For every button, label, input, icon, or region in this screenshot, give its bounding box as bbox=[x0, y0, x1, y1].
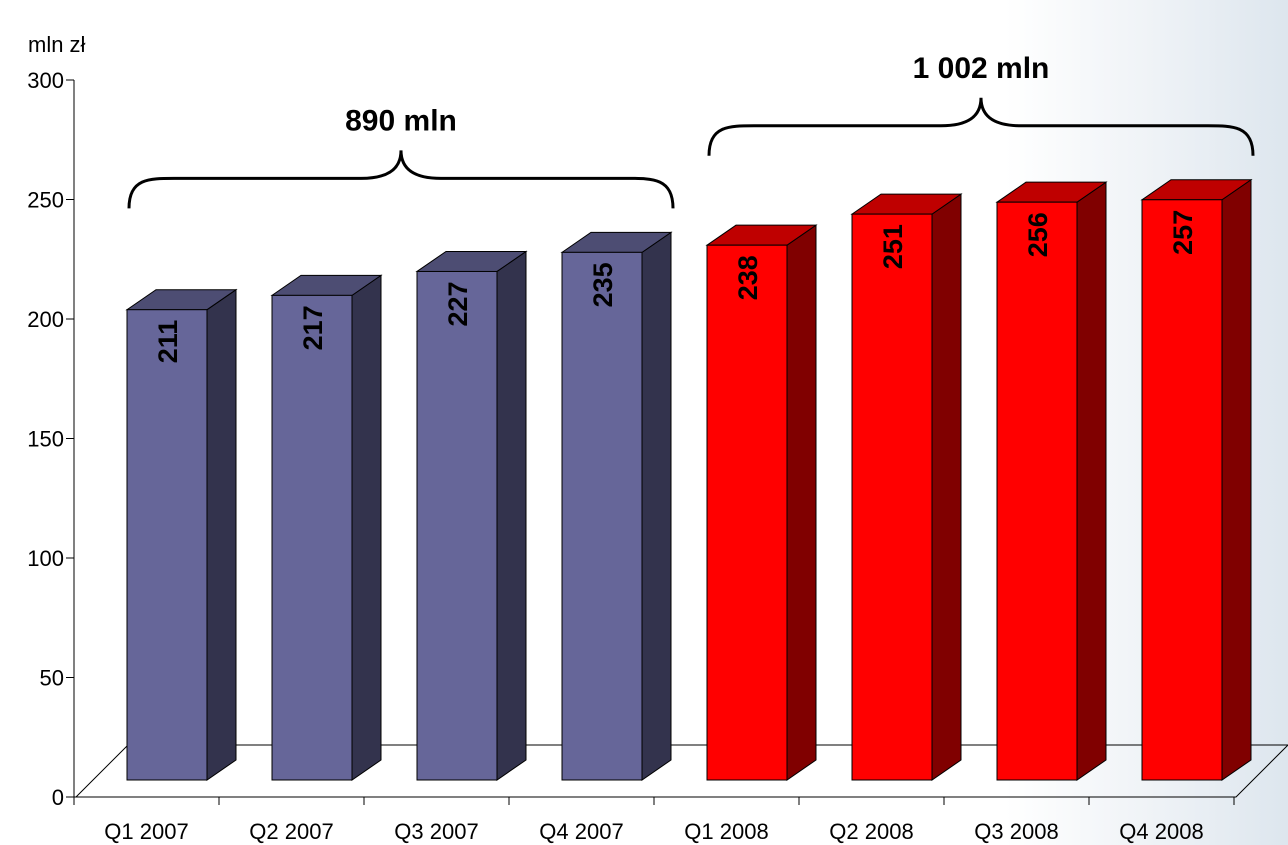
bar-side-face bbox=[206, 288, 237, 781]
group-total-label: 1 002 mln bbox=[913, 52, 1050, 85]
bar: 238 bbox=[705, 224, 818, 781]
annotations: 890 mln 1 002 mln bbox=[127, 52, 1255, 209]
bar-value-label: 256 bbox=[1023, 212, 1053, 257]
bar: 227 bbox=[415, 250, 528, 781]
bar-side-face bbox=[931, 193, 962, 781]
bar: 251 bbox=[850, 193, 963, 781]
bar: 211 bbox=[125, 288, 238, 781]
bar: 256 bbox=[995, 181, 1108, 781]
bar-side-face bbox=[786, 224, 817, 781]
group-total-label: 890 mln bbox=[345, 104, 457, 137]
y-tick-label: 250 bbox=[27, 188, 64, 213]
group-brace bbox=[707, 97, 1255, 156]
x-tick-label: Q3 2007 bbox=[394, 819, 478, 844]
bar-value-label: 238 bbox=[733, 255, 763, 300]
bar-front-face bbox=[706, 244, 788, 781]
bar-value-label: 251 bbox=[878, 224, 908, 269]
bar: 235 bbox=[560, 231, 673, 781]
group-brace bbox=[127, 150, 675, 209]
x-tick-label: Q1 2008 bbox=[684, 819, 768, 844]
bar: 257 bbox=[1140, 178, 1253, 781]
y-axis-unit: mln zł bbox=[28, 32, 86, 57]
bar-side-face bbox=[496, 250, 527, 781]
y-tick-label: 200 bbox=[27, 307, 64, 332]
x-tick-label: Q3 2008 bbox=[974, 819, 1058, 844]
bar-front-face bbox=[561, 251, 643, 781]
y-tick-label: 50 bbox=[40, 666, 64, 691]
x-tick-label: Q2 2007 bbox=[249, 819, 333, 844]
y-tick-label: 300 bbox=[27, 68, 64, 93]
bar: 217 bbox=[270, 274, 383, 781]
bar-front-face bbox=[1141, 199, 1223, 781]
bar-side-face bbox=[641, 231, 672, 781]
bar-front-face bbox=[851, 213, 933, 781]
bars: 211 217 227 235 238 251 256 257 bbox=[125, 178, 1253, 781]
bar-value-label: 235 bbox=[588, 262, 618, 307]
bar-value-label: 257 bbox=[1168, 210, 1198, 255]
bar-value-label: 211 bbox=[153, 320, 183, 364]
x-tick-label: Q2 2008 bbox=[829, 819, 913, 844]
bar-front-face bbox=[416, 270, 498, 781]
bar-front-face bbox=[996, 201, 1078, 781]
bar-front-face bbox=[126, 309, 208, 781]
x-tick-label: Q4 2008 bbox=[1119, 819, 1203, 844]
bar-value-label: 217 bbox=[298, 305, 328, 350]
y-tick-label: 150 bbox=[27, 427, 64, 452]
x-tick-label: Q4 2007 bbox=[539, 819, 623, 844]
bar-value-label: 227 bbox=[443, 281, 473, 326]
bar-side-face bbox=[1076, 181, 1107, 781]
y-axis: 0 50 100 150 200 250 300 bbox=[27, 68, 75, 810]
bar-side-face bbox=[351, 274, 382, 781]
y-tick-label: 100 bbox=[27, 546, 64, 571]
x-axis: Q1 2007 Q2 2007 Q3 2007 Q4 2007 Q1 2008 Q2 20… bbox=[73, 796, 1235, 844]
y-tick-label: 0 bbox=[52, 785, 64, 810]
bar-side-face bbox=[1221, 178, 1252, 781]
bar-front-face bbox=[271, 294, 353, 781]
x-tick-label: Q1 2007 bbox=[104, 819, 188, 844]
